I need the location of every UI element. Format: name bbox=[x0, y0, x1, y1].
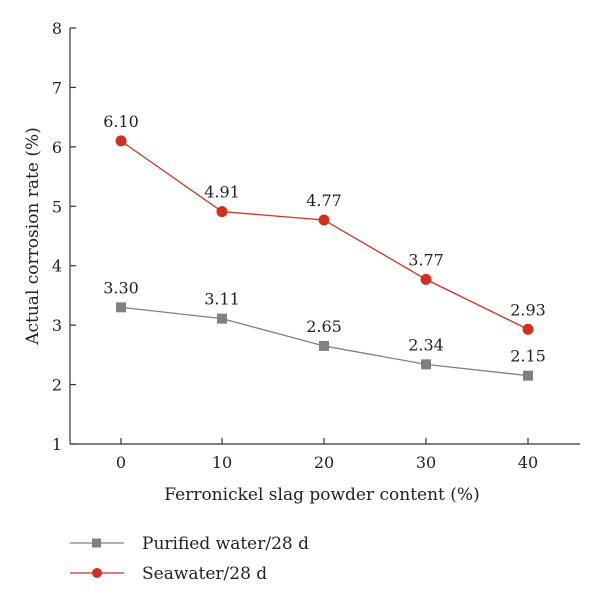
data-point bbox=[319, 340, 329, 351]
y-tick-label: 3 bbox=[52, 316, 62, 335]
data-point bbox=[522, 323, 534, 335]
x-tick-label: 0 bbox=[116, 453, 126, 472]
y-ticks: 1 2 3 4 5 6 7 8 bbox=[52, 19, 76, 454]
x-tick-label: 20 bbox=[314, 453, 334, 472]
data-point bbox=[420, 273, 432, 285]
x-ticks: 0 10 20 30 40 bbox=[116, 438, 538, 472]
x-axis-title: Ferronickel slag powder content (%) bbox=[164, 485, 479, 505]
y-axis-title: Actual corrosion rate (%) bbox=[23, 127, 43, 346]
series-seawater: 6.10 4.91 4.77 3.77 2.93 bbox=[103, 112, 546, 335]
data-label: 6.10 bbox=[103, 112, 139, 131]
y-tick-label: 8 bbox=[52, 19, 62, 38]
legend-marker bbox=[92, 568, 102, 578]
y-tick-label: 5 bbox=[52, 197, 62, 216]
series-layer: 3.30 3.11 2.65 2.34 2.15 6.10 4.91 4.77 3.77 2.93 bbox=[103, 112, 546, 381]
axes bbox=[69, 28, 580, 445]
y-tick-label: 6 bbox=[52, 138, 62, 157]
data-label: 2.93 bbox=[510, 300, 546, 319]
data-label: 3.77 bbox=[408, 250, 444, 269]
data-point bbox=[216, 206, 228, 218]
legend-label: Purified water/28 d bbox=[142, 534, 309, 554]
legend-label: Seawater/28 d bbox=[142, 564, 267, 584]
data-label: 2.34 bbox=[408, 335, 444, 354]
data-label: 2.15 bbox=[510, 347, 546, 366]
series-purified-water: 3.30 3.11 2.65 2.34 2.15 bbox=[103, 278, 546, 381]
data-label: 4.77 bbox=[306, 191, 342, 210]
data-label: 2.65 bbox=[306, 317, 342, 336]
data-label: 3.11 bbox=[204, 290, 240, 309]
series-line bbox=[120, 140, 529, 330]
data-point bbox=[115, 135, 127, 147]
legend-item: Purified water/28 d bbox=[70, 534, 309, 554]
x-tick-label: 30 bbox=[416, 453, 436, 472]
legend-item: Seawater/28 d bbox=[70, 564, 267, 584]
data-label: 3.30 bbox=[103, 278, 139, 297]
data-point bbox=[318, 214, 330, 226]
data-point bbox=[421, 359, 431, 370]
legend-marker bbox=[92, 538, 101, 548]
y-tick-label: 4 bbox=[52, 257, 62, 276]
y-tick-label: 1 bbox=[52, 435, 62, 454]
data-point bbox=[523, 370, 533, 381]
x-tick-label: 40 bbox=[518, 453, 538, 472]
x-tick-label: 10 bbox=[212, 453, 232, 472]
data-point bbox=[217, 313, 227, 324]
y-tick-label: 7 bbox=[52, 78, 62, 97]
legend: Purified water/28 d Seawater/28 d bbox=[70, 534, 309, 584]
data-label: 4.91 bbox=[204, 183, 240, 202]
data-point bbox=[116, 302, 126, 313]
y-tick-label: 2 bbox=[52, 376, 62, 395]
